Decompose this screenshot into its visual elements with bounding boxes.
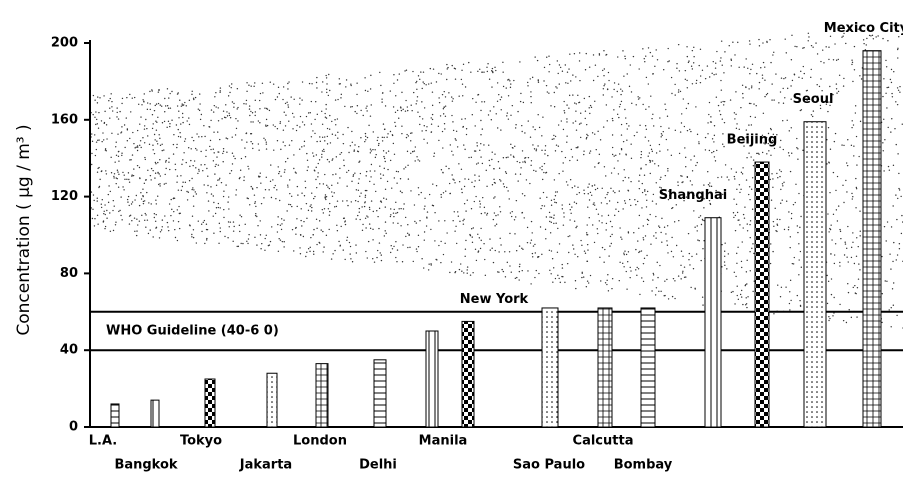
building <box>266 372 278 428</box>
category-label: Calcutta <box>573 434 634 449</box>
category-label: Mexico City <box>824 21 903 36</box>
y-tick-label: 200 <box>51 36 78 51</box>
category-label: L.A. <box>89 434 117 449</box>
building <box>461 320 475 428</box>
category-label: Manila <box>419 434 468 449</box>
y-axis-label: Concentration ( µg / m³ ) <box>14 124 34 335</box>
building <box>315 363 329 428</box>
category-label: Bombay <box>614 458 673 473</box>
smog-cloud <box>89 28 903 329</box>
category-label: Bangkok <box>114 458 177 473</box>
building <box>110 403 120 428</box>
y-tick-label: 80 <box>60 266 78 281</box>
building <box>704 217 722 428</box>
building <box>597 307 613 428</box>
reference-label: WHO Guideline (40-6 0) <box>106 324 279 339</box>
category-label: Shanghai <box>659 188 727 203</box>
category-label: Beijing <box>727 133 778 148</box>
building <box>204 378 216 428</box>
category-label: Tokyo <box>180 434 222 449</box>
category-label: Sao Paulo <box>513 458 585 473</box>
category-label: New York <box>460 292 529 307</box>
y-tick-label: 160 <box>51 112 78 127</box>
building <box>803 121 827 428</box>
building <box>425 330 439 428</box>
category-label: Seoul <box>793 92 834 107</box>
category-label: Delhi <box>359 458 397 473</box>
y-tick-label: 40 <box>60 343 78 358</box>
building <box>754 161 770 428</box>
building <box>541 307 559 428</box>
category-label: London <box>293 434 347 449</box>
y-tick-label: 120 <box>51 189 78 204</box>
y-tick-label: 0 <box>69 420 78 435</box>
building <box>373 359 387 428</box>
building <box>862 50 882 428</box>
category-label: Jakarta <box>239 458 292 473</box>
building <box>640 307 656 428</box>
building <box>150 399 160 428</box>
